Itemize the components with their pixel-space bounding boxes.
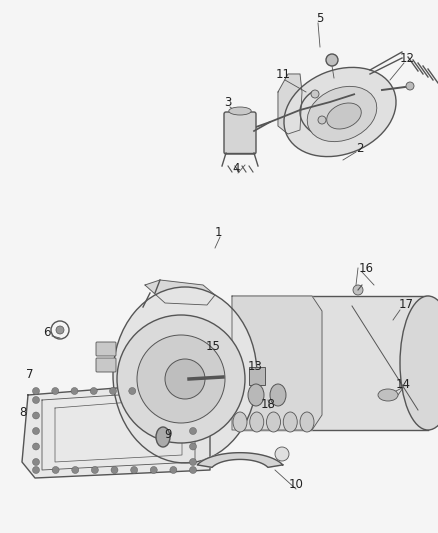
Circle shape <box>170 466 177 473</box>
FancyBboxPatch shape <box>249 367 265 385</box>
Ellipse shape <box>400 296 438 430</box>
Ellipse shape <box>113 287 257 463</box>
Text: 16: 16 <box>358 262 374 274</box>
Ellipse shape <box>156 427 170 447</box>
Ellipse shape <box>250 412 264 432</box>
Circle shape <box>52 387 59 394</box>
Circle shape <box>32 427 39 434</box>
Circle shape <box>90 387 97 394</box>
Circle shape <box>32 397 39 403</box>
Circle shape <box>111 466 118 473</box>
Ellipse shape <box>266 412 280 432</box>
Ellipse shape <box>284 67 396 157</box>
Circle shape <box>187 387 194 394</box>
Text: 6: 6 <box>43 326 51 338</box>
Circle shape <box>32 458 39 465</box>
Circle shape <box>318 116 326 124</box>
Text: 2: 2 <box>356 141 364 155</box>
Text: 11: 11 <box>276 69 290 82</box>
Polygon shape <box>145 280 215 305</box>
Circle shape <box>32 412 39 419</box>
Circle shape <box>117 315 245 443</box>
Ellipse shape <box>202 351 218 365</box>
Text: 3: 3 <box>224 95 232 109</box>
Circle shape <box>406 82 414 90</box>
Text: 14: 14 <box>396 377 410 391</box>
Circle shape <box>326 54 338 66</box>
Text: 9: 9 <box>164 429 172 441</box>
Circle shape <box>137 335 225 423</box>
Text: 15: 15 <box>205 341 220 353</box>
Circle shape <box>275 447 289 461</box>
Polygon shape <box>22 383 210 478</box>
Text: 1: 1 <box>214 225 222 238</box>
Circle shape <box>353 285 363 295</box>
Circle shape <box>167 387 174 394</box>
Ellipse shape <box>229 107 251 115</box>
Circle shape <box>190 427 197 434</box>
Circle shape <box>110 387 117 394</box>
Text: 12: 12 <box>399 52 414 64</box>
Circle shape <box>190 397 197 403</box>
Circle shape <box>190 458 197 465</box>
Ellipse shape <box>300 412 314 432</box>
Circle shape <box>32 466 39 473</box>
Circle shape <box>72 466 79 473</box>
Ellipse shape <box>283 412 297 432</box>
FancyBboxPatch shape <box>96 358 116 372</box>
Ellipse shape <box>233 412 247 432</box>
Text: 5: 5 <box>316 12 324 25</box>
Ellipse shape <box>327 103 361 129</box>
Ellipse shape <box>307 86 377 142</box>
Bar <box>232 296 428 430</box>
Text: 10: 10 <box>289 479 304 491</box>
FancyBboxPatch shape <box>224 112 256 154</box>
Text: 13: 13 <box>247 360 262 374</box>
Text: 7: 7 <box>26 367 34 381</box>
Circle shape <box>190 412 197 419</box>
Text: 4: 4 <box>232 161 240 174</box>
Ellipse shape <box>270 384 286 406</box>
Circle shape <box>150 466 157 473</box>
Circle shape <box>92 466 99 473</box>
Circle shape <box>311 90 319 98</box>
Circle shape <box>190 443 197 450</box>
Text: 18: 18 <box>261 398 276 410</box>
Circle shape <box>52 466 59 473</box>
Polygon shape <box>232 296 322 430</box>
Circle shape <box>131 466 138 473</box>
Text: 8: 8 <box>19 407 27 419</box>
Circle shape <box>148 387 155 394</box>
Polygon shape <box>278 74 302 134</box>
Ellipse shape <box>248 384 264 406</box>
FancyBboxPatch shape <box>96 342 116 356</box>
Circle shape <box>56 326 64 334</box>
Circle shape <box>32 387 39 394</box>
Circle shape <box>165 359 205 399</box>
Circle shape <box>71 387 78 394</box>
Circle shape <box>129 387 136 394</box>
Polygon shape <box>197 453 283 467</box>
Text: 17: 17 <box>399 298 413 311</box>
Ellipse shape <box>378 389 398 401</box>
Circle shape <box>190 466 197 473</box>
Circle shape <box>32 443 39 450</box>
